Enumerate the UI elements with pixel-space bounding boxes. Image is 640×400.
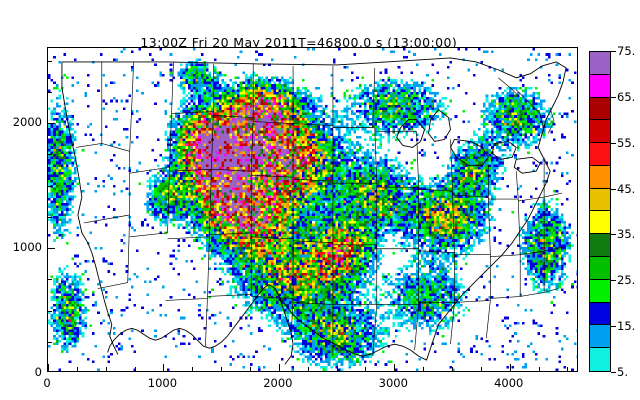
x-axis-label: 4000 [494,376,524,390]
y-axis-minor-tick [48,185,52,187]
colorbar-band [590,325,610,349]
reflectivity-cells [50,68,572,364]
x-axis-minor-tick [134,367,136,371]
reflectivity-cells [48,48,577,371]
colorbar-band [590,74,610,98]
reflectivity-cells [187,99,349,263]
x-axis-minor-tick [365,367,367,371]
x-axis-minor-tick [250,367,251,371]
colorbar-label: 15. [617,319,636,334]
x-axis-minor-tick [76,367,78,371]
colorbar-label: 75. [617,44,636,58]
colorbar-band [590,257,610,280]
colorbar-label: 45. [617,181,636,196]
x-axis-minor-tick [336,367,338,371]
colorbar-band [590,302,610,326]
colorbar-tick [611,372,616,373]
y-axis-minor-tick [48,310,52,312]
y-axis-minor-tick [48,154,52,156]
map-canvas [48,48,577,371]
colorbar-tick [611,142,616,144]
y-axis-minor-tick [48,341,52,343]
colorbar [589,51,611,372]
colorbar-band [590,97,610,121]
colorbar-band [590,211,610,235]
y-axis-minor-tick [48,60,52,62]
x-axis-minor-tick [538,367,540,371]
colorbar-band [590,348,610,371]
colorbar-band [590,165,610,189]
y-axis-minor-tick [48,279,52,281]
colorbar-label: 25. [617,273,636,288]
y-axis-minor-tick [48,216,52,218]
x-axis-major-tick [394,364,396,371]
colorbar-tick [611,234,616,236]
colorbar-band [590,143,610,166]
y-axis-major-tick [48,248,55,249]
map-outline-layer [61,57,567,365]
x-axis-major-tick [509,364,511,371]
reflectivity-cells [55,79,561,346]
x-axis-label: 0 [43,376,51,390]
y-axis-minor-tick [48,91,52,93]
x-axis-major-tick [48,364,49,371]
x-axis-minor-tick [423,367,425,371]
colorbar-band [590,120,610,144]
plot-frame [47,47,578,372]
colorbar-label: 35. [617,227,636,242]
x-axis-minor-tick [192,367,194,371]
colorbar-band [590,279,610,303]
x-axis-major-tick [278,364,280,371]
colorbar-tick [611,280,616,282]
colorbar-tick [611,51,616,52]
x-axis-minor-tick [221,367,223,371]
colorbar-band [590,234,610,258]
x-axis-minor-tick [567,367,569,371]
x-axis-label: 3000 [378,376,408,390]
x-axis-major-tick [163,364,165,371]
x-axis-minor-tick [480,367,482,371]
y-axis-label: 2000 [12,115,42,129]
x-axis-label: 2000 [263,376,293,390]
colorbar-band [590,52,610,75]
colorbar-tick [611,96,616,98]
plot-title-timestamp: 13:00Z Fri 20 May 2011 [140,35,299,50]
colorbar-tick [611,326,616,328]
colorbar-label: 55. [617,135,636,150]
y-axis-label: 1000 [12,240,42,254]
colorbar-band [590,188,610,212]
colorbar-label: 5. [617,365,628,379]
state-boundary-layer [75,61,565,357]
x-axis-minor-tick [452,367,454,371]
reflectivity-layer [48,48,577,371]
y-axis-major-tick [48,123,55,124]
colorbar-label: 65. [617,89,636,104]
reflectivity-cells [48,48,577,371]
plot-title-model-time: T=46800.0 s (13:00:00) [298,35,458,50]
colorbar-tick [611,188,616,190]
y-axis-label: 0 [34,365,42,379]
x-axis-label: 1000 [147,376,178,390]
plot-title: 13:00Z Fri 20 May 2011T=46800.0 s (13:00… [0,20,580,65]
x-axis-minor-tick [105,367,107,371]
x-axis-minor-tick [307,367,309,371]
